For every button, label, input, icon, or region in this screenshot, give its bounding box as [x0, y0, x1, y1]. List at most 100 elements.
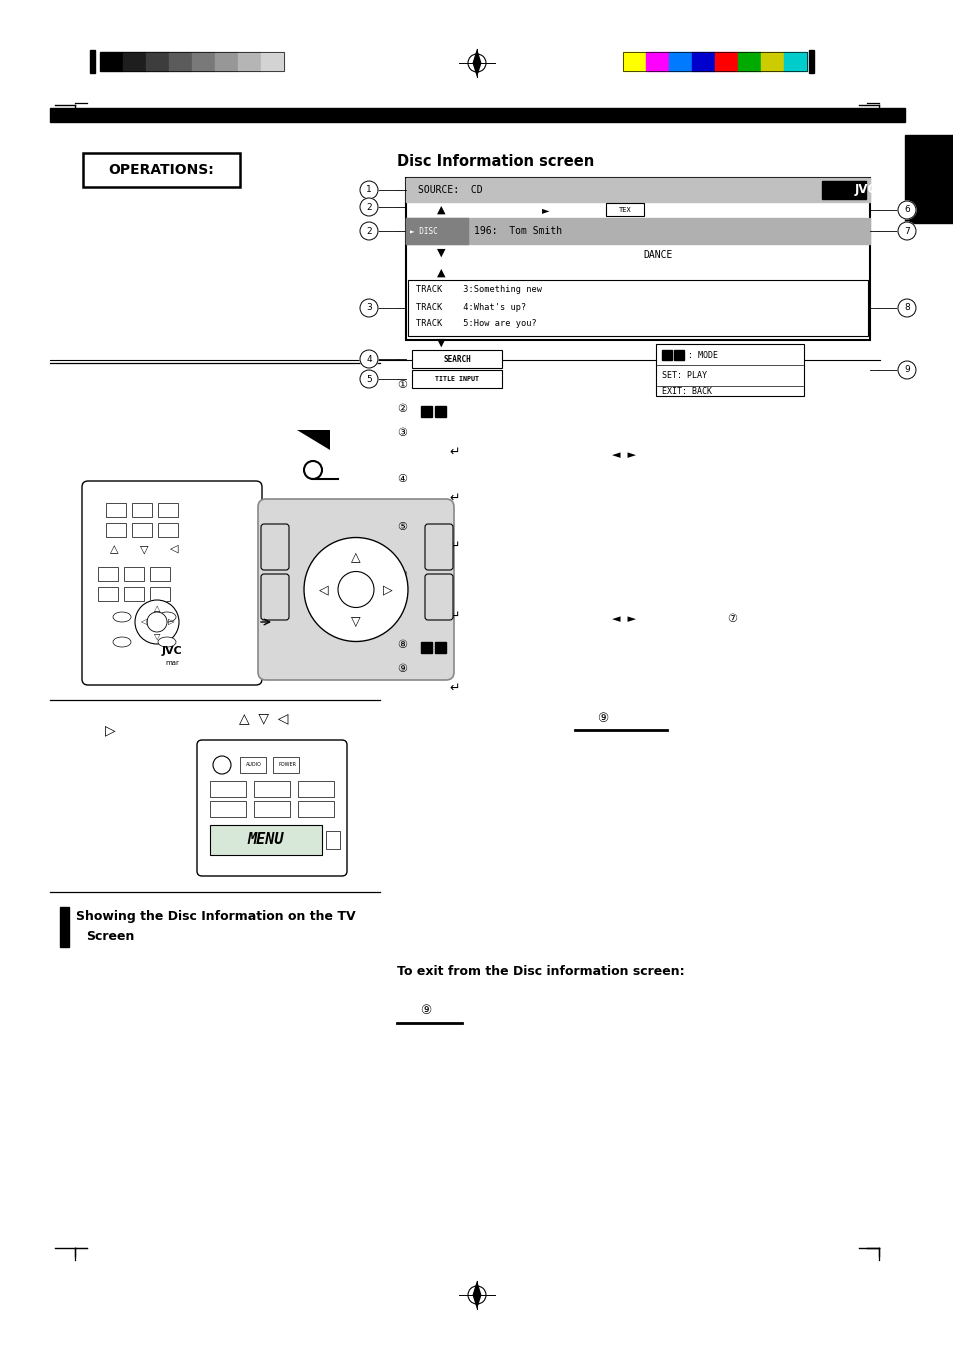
Bar: [100, 51, 284, 72]
Bar: [150, 566, 170, 581]
Bar: [435, 406, 446, 416]
Bar: [261, 51, 284, 72]
Bar: [904, 135, 953, 223]
Text: OPERATIONS:: OPERATIONS:: [109, 164, 214, 177]
Text: ④: ④: [396, 475, 407, 484]
Text: ◄  ►: ◄ ►: [612, 614, 636, 625]
Bar: [783, 51, 806, 72]
Bar: [132, 523, 152, 537]
Text: ▷: ▷: [105, 723, 115, 737]
Text: Screen: Screen: [86, 930, 134, 942]
Text: 7: 7: [903, 227, 909, 235]
Bar: [326, 831, 339, 849]
Text: ► DISC: ► DISC: [410, 227, 437, 235]
Text: ◄  ►: ◄ ►: [612, 450, 636, 460]
Bar: [214, 51, 237, 72]
Text: ↵: ↵: [449, 610, 459, 623]
Bar: [297, 800, 334, 817]
Bar: [661, 350, 671, 360]
Circle shape: [359, 370, 377, 388]
Text: △: △: [351, 552, 360, 564]
FancyBboxPatch shape: [83, 153, 240, 187]
Bar: [98, 587, 118, 602]
Circle shape: [359, 197, 377, 216]
Text: MENU: MENU: [248, 833, 284, 848]
Text: To exit from the Disc information screen:: To exit from the Disc information screen…: [396, 965, 684, 977]
Bar: [237, 51, 261, 72]
FancyBboxPatch shape: [257, 499, 454, 680]
Text: 6: 6: [903, 206, 909, 215]
Circle shape: [897, 299, 915, 316]
Bar: [150, 587, 170, 602]
Polygon shape: [472, 49, 481, 77]
Text: ①: ①: [396, 380, 407, 389]
Text: △: △: [153, 603, 160, 612]
Text: ②: ②: [396, 404, 407, 414]
FancyBboxPatch shape: [656, 343, 803, 396]
Polygon shape: [296, 430, 330, 450]
Bar: [420, 406, 432, 416]
Circle shape: [359, 222, 377, 241]
Text: ⑧: ⑧: [396, 639, 407, 650]
Circle shape: [359, 299, 377, 316]
Text: ▲: ▲: [436, 206, 445, 215]
FancyBboxPatch shape: [261, 525, 289, 571]
Bar: [406, 218, 468, 243]
Text: JVC: JVC: [161, 646, 182, 656]
Ellipse shape: [112, 612, 131, 622]
Text: ⑥: ⑥: [396, 571, 407, 580]
Bar: [673, 350, 683, 360]
Text: SEARCH: SEARCH: [442, 354, 471, 364]
Bar: [253, 800, 290, 817]
Circle shape: [897, 361, 915, 379]
Text: mar: mar: [165, 660, 179, 667]
Text: JVC: JVC: [854, 184, 876, 196]
Bar: [668, 51, 691, 72]
Text: SET: PLAY: SET: PLAY: [661, 372, 706, 380]
Text: ►: ►: [541, 206, 549, 215]
FancyBboxPatch shape: [424, 525, 453, 571]
Bar: [253, 781, 290, 796]
Text: TRACK    3:Something new: TRACK 3:Something new: [416, 285, 541, 295]
Circle shape: [213, 756, 231, 773]
Bar: [210, 781, 246, 796]
Text: ▽: ▽: [351, 615, 360, 627]
Ellipse shape: [158, 637, 175, 648]
FancyBboxPatch shape: [412, 370, 501, 388]
Text: ③: ③: [396, 429, 407, 438]
Text: 4: 4: [366, 354, 372, 364]
Bar: [146, 51, 169, 72]
Text: ↵: ↵: [449, 446, 459, 458]
Circle shape: [135, 600, 179, 644]
Bar: [645, 51, 668, 72]
Text: ⑦: ⑦: [396, 592, 407, 602]
Text: TRACK    5:How are you?: TRACK 5:How are you?: [416, 319, 537, 329]
Bar: [132, 503, 152, 516]
Text: △  ▽  ◁: △ ▽ ◁: [239, 711, 289, 725]
Bar: [50, 108, 904, 122]
Bar: [192, 51, 214, 72]
Bar: [738, 51, 760, 72]
Ellipse shape: [158, 612, 175, 622]
Text: ⑨: ⑨: [597, 713, 608, 725]
Bar: [714, 51, 738, 72]
Circle shape: [359, 350, 377, 368]
Text: ↵: ↵: [449, 681, 459, 695]
Text: AUDIO: AUDIO: [246, 763, 262, 768]
Text: DANCE: DANCE: [642, 250, 672, 260]
Bar: [158, 503, 178, 516]
Text: ↵: ↵: [449, 492, 459, 506]
Text: 8: 8: [903, 303, 909, 312]
Ellipse shape: [112, 637, 131, 648]
FancyBboxPatch shape: [605, 203, 643, 216]
Bar: [60, 907, 69, 946]
Bar: [124, 566, 144, 581]
Text: 1: 1: [366, 185, 372, 195]
Bar: [406, 178, 869, 339]
FancyBboxPatch shape: [261, 575, 289, 621]
Text: ⑨: ⑨: [419, 1005, 431, 1017]
Text: 2: 2: [366, 227, 372, 235]
Bar: [124, 587, 144, 602]
Text: ◁: ◁: [170, 544, 178, 554]
Circle shape: [897, 222, 915, 241]
